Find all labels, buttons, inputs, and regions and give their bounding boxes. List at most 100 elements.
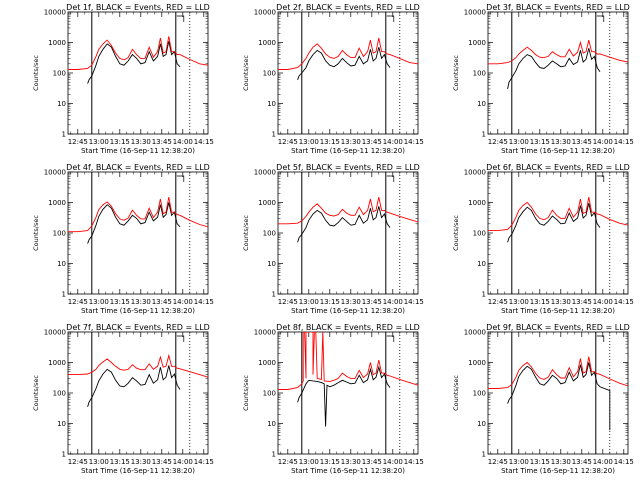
chart-panel-6: Det 6f, BLACK = Events, RED = LLD 1 10 100 1…: [452, 163, 634, 315]
marker-bracket: [596, 335, 605, 342]
x-tick-label: 13:30: [131, 138, 151, 146]
y-tick-label: 1: [272, 451, 276, 459]
y-tick-label: 10000: [44, 9, 66, 17]
chart-panel-1: Det 1f, BLACK = Events, RED = LLD 1 10 100 1…: [32, 3, 214, 155]
x-tick-label: 13:45: [572, 298, 592, 306]
y-axis-label: Counts/sec: [32, 215, 40, 251]
x-tick-label: 13:30: [551, 298, 571, 306]
y-tick-label: 100: [263, 230, 276, 238]
marker-bracket: [386, 15, 395, 22]
y-tick-label: 10: [57, 260, 66, 268]
x-tick-label: 14:00: [383, 458, 403, 466]
chart-panel-5: Det 5f, BLACK = Events, RED = LLD 1 10 100 1…: [242, 163, 424, 315]
y-tick-label: 100: [53, 390, 66, 398]
x-tick-label: 12:45: [278, 458, 298, 466]
x-tick-label: 13:45: [152, 138, 172, 146]
plot-frame: [67, 171, 209, 295]
lld-series-line: [488, 39, 628, 65]
y-axis-label: Counts/sec: [452, 375, 460, 411]
chart-title: Det 9f, BLACK = Events, RED = LLD: [486, 323, 630, 332]
x-tick-label: 13:15: [110, 138, 130, 146]
x-tick-label: 13:45: [152, 298, 172, 306]
marker-bracket: [596, 15, 605, 22]
x-axis-label: Start Time (16-Sep-11 12:38:20): [291, 467, 405, 475]
lld-series-line: [488, 197, 628, 232]
marker-bracket: [176, 175, 185, 182]
x-tick-label: 12:45: [488, 138, 508, 146]
y-tick-label: 10000: [464, 329, 486, 337]
y-tick-label: 10: [477, 420, 486, 428]
events-series-line: [87, 365, 181, 408]
y-axis-label: Counts/sec: [452, 55, 460, 91]
x-tick-label: 13:30: [341, 138, 361, 146]
x-axis-label: Start Time (16-Sep-11 12:38:20): [501, 147, 615, 155]
x-tick-label: 13:15: [530, 458, 550, 466]
y-tick-label: 100: [263, 70, 276, 78]
x-axis-label: Start Time (16-Sep-11 12:38:20): [501, 307, 615, 315]
x-tick-label: 14:00: [383, 298, 403, 306]
chart-title: Det 2f, BLACK = Events, RED = LLD: [276, 3, 420, 12]
y-tick-label: 10000: [464, 169, 486, 177]
y-tick-label: 100: [473, 230, 486, 238]
chart-panel-3: Det 3f, BLACK = Events, RED = LLD 1 10 100 1…: [452, 3, 634, 155]
y-tick-label: 1: [482, 291, 486, 299]
y-tick-label: 10000: [254, 9, 276, 17]
y-tick-label: 1000: [468, 359, 486, 367]
x-tick-label: 14:00: [173, 458, 193, 466]
chart-panel-2: Det 2f, BLACK = Events, RED = LLD 1 10 100 1…: [242, 3, 424, 155]
plot-frame: [487, 171, 629, 295]
x-tick-label: 12:45: [488, 298, 508, 306]
x-tick-label: 14:15: [194, 458, 214, 466]
x-tick-label: 14:15: [194, 138, 214, 146]
x-tick-label: 14:15: [404, 458, 424, 466]
y-axis-label: Counts/sec: [242, 375, 250, 411]
y-tick-label: 10000: [254, 329, 276, 337]
y-axis-label: Counts/sec: [242, 215, 250, 251]
x-tick-label: 12:45: [68, 458, 88, 466]
lld-series-line: [68, 36, 208, 70]
x-tick-label: 12:45: [278, 138, 298, 146]
x-tick-label: 13:00: [509, 458, 529, 466]
plot-frame: [277, 171, 419, 295]
x-tick-label: 13:00: [89, 298, 109, 306]
chart-title: Det 6f, BLACK = Events, RED = LLD: [486, 163, 630, 172]
y-tick-label: 100: [53, 70, 66, 78]
plot-frame: [277, 331, 419, 455]
y-axis-label: Counts/sec: [32, 55, 40, 91]
y-tick-label: 1000: [468, 39, 486, 47]
y-tick-label: 10000: [44, 329, 66, 337]
chart-title: Det 4f, BLACK = Events, RED = LLD: [66, 163, 210, 172]
chart-title: Det 7f, BLACK = Events, RED = LLD: [66, 323, 210, 332]
chart-panel-4: Det 4f, BLACK = Events, RED = LLD 1 10 100 1…: [32, 163, 214, 315]
x-tick-label: 13:30: [551, 138, 571, 146]
y-tick-label: 1: [62, 291, 66, 299]
y-tick-label: 10: [57, 420, 66, 428]
marker-bracket: [176, 335, 185, 342]
plot-frame: [67, 11, 209, 135]
x-tick-label: 13:00: [509, 138, 529, 146]
x-tick-label: 12:45: [68, 138, 88, 146]
chart-title: Det 5f, BLACK = Events, RED = LLD: [276, 163, 420, 172]
x-tick-label: 13:15: [110, 298, 130, 306]
x-tick-label: 13:15: [110, 458, 130, 466]
x-tick-label: 14:15: [614, 138, 634, 146]
marker-bracket: [176, 15, 185, 22]
y-tick-label: 100: [473, 70, 486, 78]
x-tick-label: 13:00: [509, 298, 529, 306]
y-tick-label: 10000: [44, 169, 66, 177]
y-axis-label: Counts/sec: [32, 375, 40, 411]
lld-series-line: [278, 332, 418, 390]
y-tick-label: 1: [272, 291, 276, 299]
x-tick-label: 13:45: [362, 458, 382, 466]
y-tick-label: 10: [57, 100, 66, 108]
y-tick-label: 1: [62, 131, 66, 139]
y-tick-label: 10000: [464, 9, 486, 17]
x-tick-label: 13:30: [341, 458, 361, 466]
x-tick-label: 13:30: [551, 458, 571, 466]
plot-frame: [487, 331, 629, 455]
x-axis-label: Start Time (16-Sep-11 12:38:20): [291, 307, 405, 315]
y-tick-label: 100: [473, 390, 486, 398]
x-tick-label: 13:00: [89, 458, 109, 466]
events-series-line: [507, 203, 601, 243]
